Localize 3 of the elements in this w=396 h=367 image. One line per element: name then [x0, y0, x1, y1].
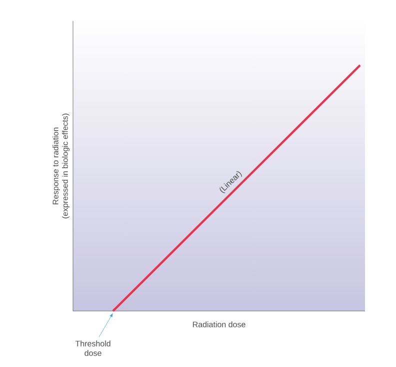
text: Threshold dose	[75, 340, 110, 356]
x-axis-title: Radiation dose	[192, 321, 246, 328]
y-axis-title: Response to radiation (expressed in biologic effects)	[52, 114, 70, 218]
